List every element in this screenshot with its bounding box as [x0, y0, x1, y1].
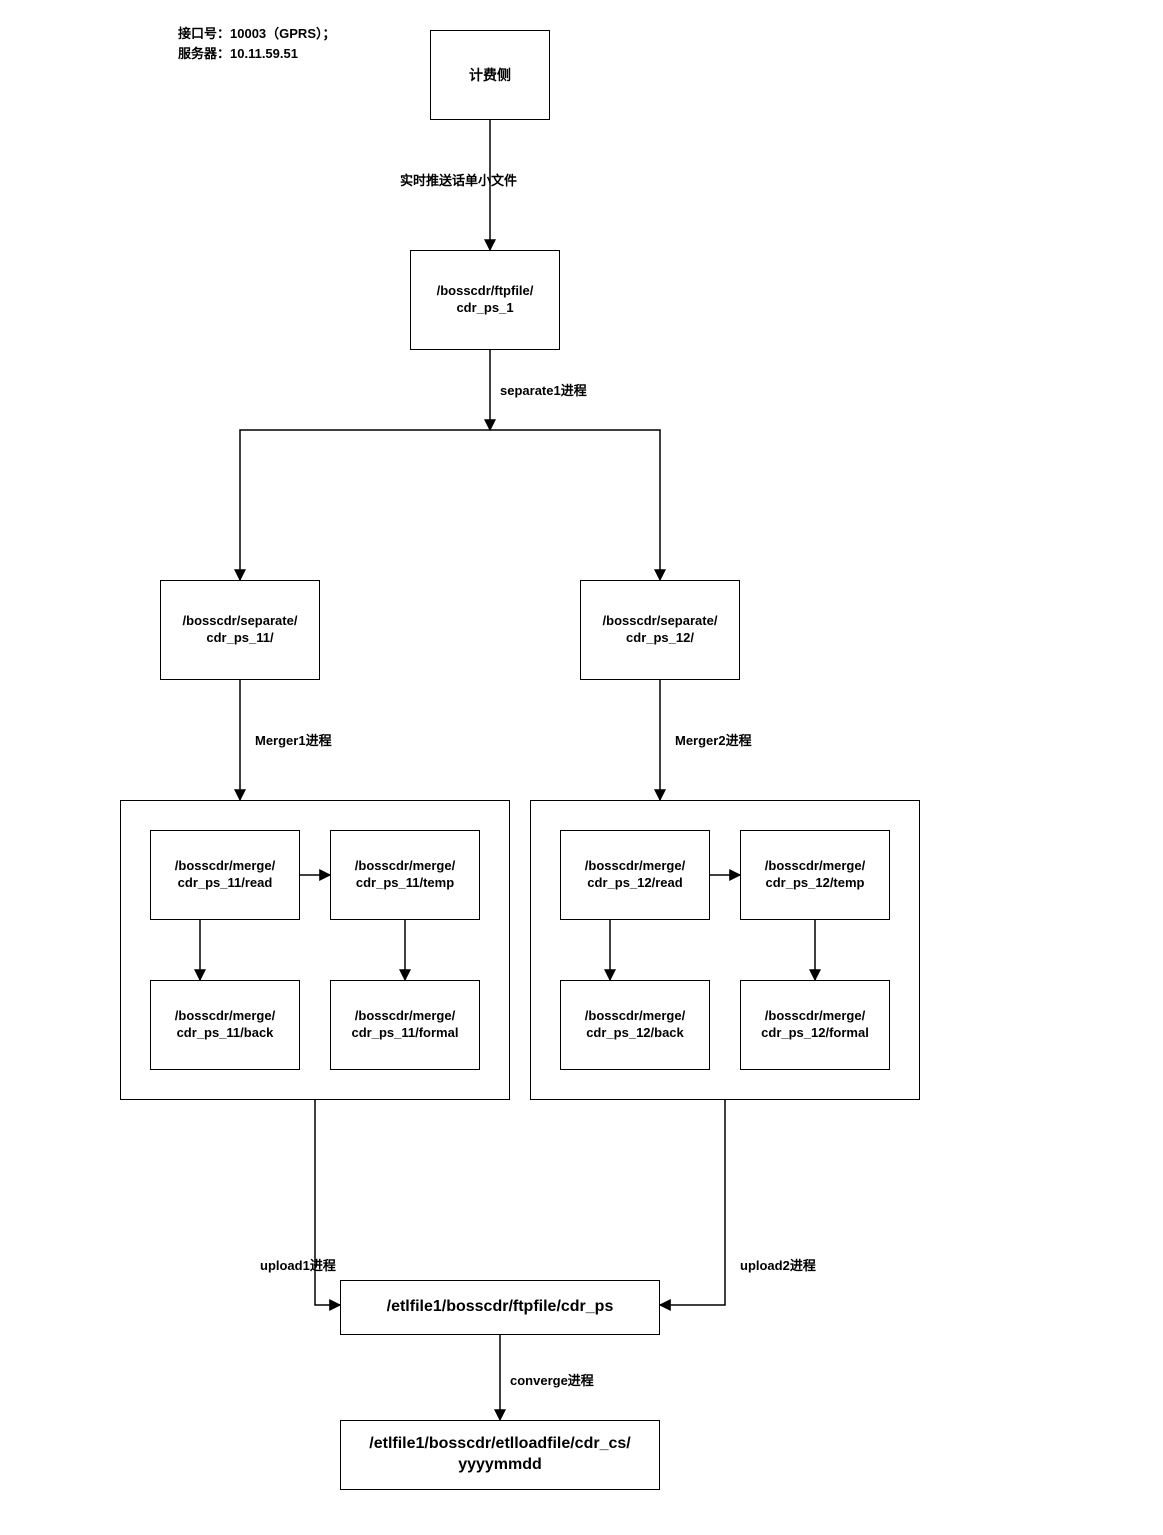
node-label: cdr_ps_12/ — [626, 630, 694, 647]
node-billing: 计费侧 — [430, 30, 550, 120]
node-label: /bosscdr/merge/ — [355, 1008, 455, 1025]
node-label: 计费侧 — [469, 66, 511, 84]
node-etl-loadfile: /etlfile1/bosscdr/etlloadfile/cdr_cs/ yy… — [340, 1420, 660, 1490]
node-label: yyyymmdd — [458, 1455, 542, 1476]
node-label: /etlfile1/bosscdr/etlloadfile/cdr_cs/ — [369, 1434, 630, 1455]
node-label: /bosscdr/merge/ — [765, 858, 865, 875]
node-sep12: /bosscdr/separate/ cdr_ps_12/ — [580, 580, 740, 680]
edge-label-converge: converge进程 — [510, 1370, 594, 1389]
node-label: cdr_ps_11/ — [206, 630, 273, 647]
node-label: cdr_ps_12/temp — [766, 875, 865, 892]
header-line1: 接口号：10003（GPRS）； — [178, 26, 336, 41]
node-m12formal: /bosscdr/merge/ cdr_ps_12/formal — [740, 980, 890, 1070]
node-label: cdr_ps_12/formal — [761, 1025, 869, 1042]
node-label: cdr_ps_11/read — [178, 875, 273, 892]
header-line2: 服务器：10.11.59.51 — [178, 46, 298, 61]
node-m11back: /bosscdr/merge/ cdr_ps_11/back — [150, 980, 300, 1070]
edge-label-merger2: Merger2进程 — [675, 730, 752, 749]
node-label: /bosscdr/merge/ — [765, 1008, 865, 1025]
node-label: /etlfile1/bosscdr/ftpfile/cdr_ps — [387, 1297, 614, 1318]
node-m11read: /bosscdr/merge/ cdr_ps_11/read — [150, 830, 300, 920]
node-label: cdr_ps_1 — [456, 300, 513, 317]
node-label: /bosscdr/merge/ — [175, 1008, 275, 1025]
edge-label-push: 实时推送话单小文件 — [400, 170, 517, 189]
node-label: cdr_ps_11/formal — [352, 1025, 459, 1042]
node-m12back: /bosscdr/merge/ cdr_ps_12/back — [560, 980, 710, 1070]
node-sep11: /bosscdr/separate/ cdr_ps_11/ — [160, 580, 320, 680]
node-etl-ftpfile: /etlfile1/bosscdr/ftpfile/cdr_ps — [340, 1280, 660, 1335]
edge-label-upload1: upload1进程 — [260, 1255, 336, 1274]
node-label: cdr_ps_11/temp — [356, 875, 454, 892]
edge-label-upload2: upload2进程 — [740, 1255, 816, 1274]
node-label: /bosscdr/merge/ — [585, 858, 685, 875]
node-m11formal: /bosscdr/merge/ cdr_ps_11/formal — [330, 980, 480, 1070]
node-label: /bosscdr/merge/ — [355, 858, 455, 875]
node-m12read: /bosscdr/merge/ cdr_ps_12/read — [560, 830, 710, 920]
node-m11temp: /bosscdr/merge/ cdr_ps_11/temp — [330, 830, 480, 920]
node-label: /bosscdr/ftpfile/ — [437, 283, 534, 300]
node-ftpfile: /bosscdr/ftpfile/ cdr_ps_1 — [410, 250, 560, 350]
node-m12temp: /bosscdr/merge/ cdr_ps_12/temp — [740, 830, 890, 920]
node-label: cdr_ps_11/back — [177, 1025, 274, 1042]
node-label: /bosscdr/separate/ — [603, 613, 718, 630]
node-label: /bosscdr/merge/ — [585, 1008, 685, 1025]
node-label: cdr_ps_12/back — [586, 1025, 684, 1042]
node-label: cdr_ps_12/read — [587, 875, 682, 892]
edge-label-separate1: separate1进程 — [500, 380, 587, 399]
diagram-canvas: 接口号：10003（GPRS）； 服务器：10.11.59.51 计费侧 /bo… — [0, 0, 1163, 1535]
node-label: /bosscdr/merge/ — [175, 858, 275, 875]
node-label: /bosscdr/separate/ — [183, 613, 298, 630]
header-text: 接口号：10003（GPRS）； 服务器：10.11.59.51 — [178, 24, 336, 63]
edge-label-merger1: Merger1进程 — [255, 730, 332, 749]
